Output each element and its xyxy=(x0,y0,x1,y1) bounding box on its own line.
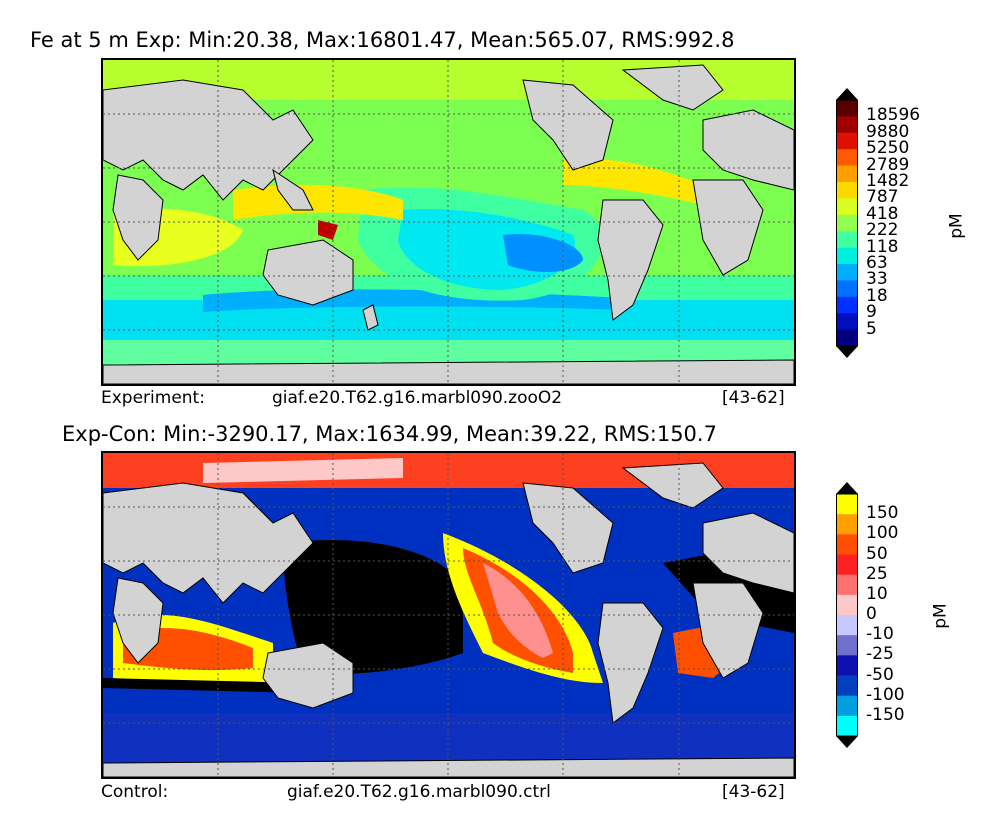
colorbar-swatch xyxy=(836,594,858,616)
colorbar-swatch xyxy=(836,534,858,555)
experiment-colorbar-unit: pM xyxy=(946,213,967,239)
colorbar-swatch xyxy=(836,574,858,596)
colorbar-tick-label: 100 xyxy=(866,523,899,544)
experiment-footer-label: Experiment: xyxy=(101,388,205,408)
colorbar-swatch xyxy=(836,675,858,697)
experiment-footer-years: [43-62] xyxy=(722,388,785,408)
colorbar-tick-label: 1482 xyxy=(866,171,910,191)
experiment-map xyxy=(101,58,796,386)
colorbar-tick-label: -50 xyxy=(866,664,894,685)
colorbar-swatch xyxy=(836,214,858,232)
colorbar-swatch xyxy=(836,715,858,737)
colorbar-tick-label: 25 xyxy=(866,563,888,584)
colorbar-swatch xyxy=(836,116,858,134)
colorbar-swatch xyxy=(836,494,858,515)
colorbar-tick-label: 18596 xyxy=(866,105,921,126)
colorbar-frame xyxy=(836,493,858,737)
colorbar-tick-label: 418 xyxy=(866,203,899,224)
colorbar-swatch xyxy=(836,165,858,183)
control-footer-label: Control: xyxy=(101,782,169,802)
colorbar-tick-label: -25 xyxy=(866,644,894,665)
colorbar-tick-label: 9880 xyxy=(866,121,910,142)
colorbar-swatch xyxy=(836,635,858,656)
colorbar-swatch xyxy=(836,329,858,347)
colorbar-swatch xyxy=(836,615,858,636)
colorbar-tick-label: 63 xyxy=(866,253,888,273)
colorbar-tick-label: 50 xyxy=(866,543,888,564)
colorbar-tick-label: 118 xyxy=(866,236,899,257)
colorbar-tick-label: 5 xyxy=(866,318,877,339)
panel1-title: Fe at 5 m Exp: Min:20.38, Max:16801.47, … xyxy=(30,28,735,52)
panel2-title: Exp-Con: Min:-3290.17, Max:1634.99, Mean… xyxy=(62,422,717,446)
experiment-map-plot xyxy=(103,60,794,384)
colorbar-tick-label: 10 xyxy=(866,583,888,604)
difference-map-plot xyxy=(103,453,794,777)
colorbar-swatch xyxy=(836,231,858,249)
colorbar-tick-label: 2789 xyxy=(866,154,910,175)
colorbar-swatch xyxy=(836,655,858,676)
colorbar-swatch xyxy=(836,280,858,298)
colorbar-swatch xyxy=(836,695,858,717)
colorbar-extend-min xyxy=(836,736,858,748)
colorbar-extend-max xyxy=(836,88,858,100)
colorbar-tick-label: -100 xyxy=(866,684,905,705)
difference-colorbar-swatches xyxy=(836,482,858,748)
colorbar-tick-label: 787 xyxy=(866,187,899,208)
colorbar-tick-label: 33 xyxy=(866,269,888,290)
experiment-colorbar-swatches xyxy=(836,88,858,358)
colorbar-extend-min xyxy=(836,346,858,358)
colorbar-swatch xyxy=(836,514,858,535)
control-footer-case: giaf.e20.T62.g16.marbl090.ctrl xyxy=(287,782,551,802)
colorbar-frame xyxy=(836,99,858,347)
colorbar-swatch xyxy=(836,554,858,576)
colorbar-swatch xyxy=(836,313,858,331)
colorbar-swatch xyxy=(836,132,858,150)
colorbar-swatch xyxy=(836,100,858,117)
colorbar-tick-label: -150 xyxy=(866,704,905,725)
colorbar-swatch xyxy=(836,296,858,314)
colorbar-swatch xyxy=(836,264,858,281)
colorbar-tick-label: 222 xyxy=(866,220,899,241)
experiment-colorbar xyxy=(836,88,876,358)
difference-map xyxy=(101,451,796,779)
colorbar-extend-max xyxy=(836,482,858,494)
colorbar-tick-label: -10 xyxy=(866,624,894,645)
colorbar-tick-label: 18 xyxy=(866,285,888,306)
colorbar-tick-label: 9 xyxy=(866,302,877,323)
colorbar-tick-label: 150 xyxy=(866,503,899,524)
colorbar-tick-label: 5250 xyxy=(866,138,910,159)
control-footer-years: [43-62] xyxy=(722,782,785,802)
colorbar-swatch xyxy=(836,149,858,167)
difference-colorbar xyxy=(836,482,876,748)
difference-colorbar-unit: pM xyxy=(930,603,951,629)
colorbar-swatch xyxy=(836,198,858,216)
colorbar-swatch xyxy=(836,182,858,199)
colorbar-swatch xyxy=(836,247,858,265)
colorbar-tick-label: 0 xyxy=(866,604,877,624)
experiment-footer-case: giaf.e20.T62.g16.marbl090.zooO2 xyxy=(272,388,563,408)
